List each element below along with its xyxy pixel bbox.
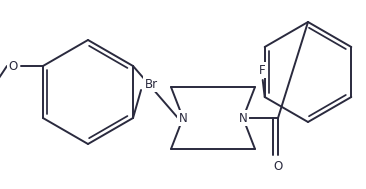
Text: O: O: [273, 160, 283, 174]
Text: N: N: [179, 112, 187, 125]
Text: O: O: [8, 60, 18, 73]
Text: F: F: [258, 64, 265, 77]
Text: Br: Br: [145, 77, 158, 91]
Text: N: N: [239, 112, 247, 125]
